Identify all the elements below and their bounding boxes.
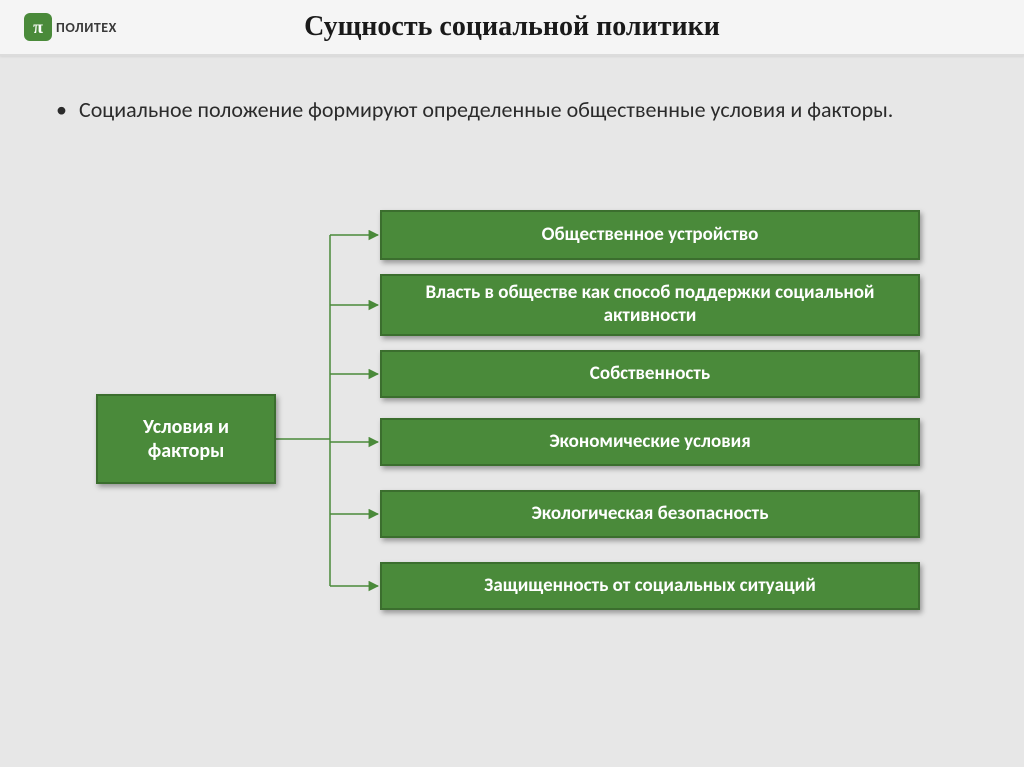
target-box: Общественное устройство (380, 210, 920, 260)
logo-text: ПОЛИТЕХ (56, 19, 117, 36)
logo: π ПОЛИТЕХ (24, 13, 117, 41)
target-box: Собственность (380, 350, 920, 398)
bullet-area: Социальное положение формируют определен… (56, 96, 968, 124)
target-box: Экономические условия (380, 418, 920, 466)
source-box: Условия и факторы (96, 394, 276, 484)
target-box: Экологическая безопасность (380, 490, 920, 538)
target-box: Защищенность от социальных ситуаций (380, 562, 920, 610)
bullet-item: Социальное положение формируют определен… (56, 96, 968, 124)
diagram: Условия и факторы Общественное устройство… (0, 200, 1024, 700)
target-box: Власть в обществе как способ поддержки с… (380, 274, 920, 336)
bullet-text: Социальное положение формируют определен… (79, 96, 893, 124)
header-bar: π ПОЛИТЕХ Сущность социальной политики (0, 0, 1024, 56)
slide-title: Сущность социальной политики (0, 11, 1024, 43)
logo-mark-icon: π (24, 13, 52, 41)
